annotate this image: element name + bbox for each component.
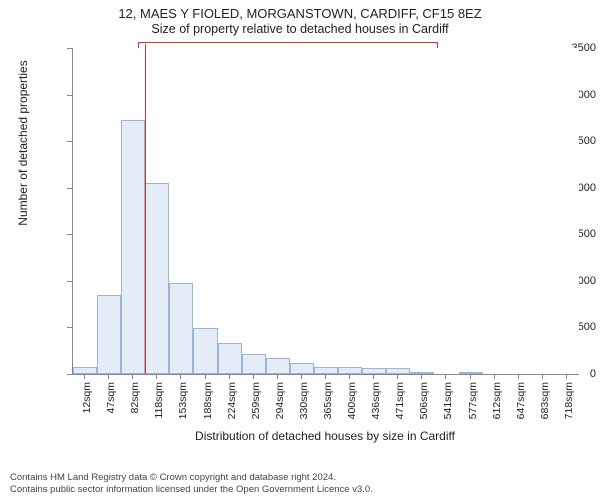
histogram-bar: [314, 367, 338, 374]
x-tick-mark: [397, 374, 398, 379]
histogram-bar: [459, 372, 483, 374]
x-tick-label: 400sqm: [346, 382, 358, 419]
x-tick-mark: [325, 374, 326, 379]
address-title: 12, MAES Y FIOLED, MORGANSTOWN, CARDIFF,…: [10, 6, 590, 21]
x-tick-mark: [205, 374, 206, 379]
histogram-bar: [266, 358, 290, 374]
x-tick-mark: [301, 374, 302, 379]
x-tick-label: 506sqm: [418, 382, 430, 419]
x-tick-label: 47sqm: [105, 382, 117, 414]
x-tick-mark: [84, 374, 85, 379]
x-tick-label: 577sqm: [467, 382, 479, 419]
x-tick-mark: [421, 374, 422, 379]
histogram-bar: [193, 328, 217, 374]
chart-plot-area: [72, 48, 579, 375]
x-tick-label: 436sqm: [370, 382, 382, 419]
histogram-bar: [145, 183, 169, 374]
x-tick-label: 718sqm: [563, 382, 575, 419]
histogram-bar: [73, 367, 97, 374]
x-tick-mark: [445, 374, 446, 379]
x-tick-label: 12sqm: [81, 382, 93, 414]
x-tick-label: 365sqm: [322, 382, 334, 419]
y-axis-label: Number of detached properties: [16, 0, 30, 306]
x-tick-label: 330sqm: [298, 382, 310, 419]
x-tick-label: 471sqm: [394, 382, 406, 419]
x-tick-mark: [253, 374, 254, 379]
histogram-bar: [290, 363, 314, 374]
x-tick-label: 82sqm: [129, 382, 141, 414]
x-tick-label: 612sqm: [491, 382, 503, 419]
x-tick-mark: [108, 374, 109, 379]
x-tick-mark: [132, 374, 133, 379]
footer-line-2: Contains public sector information licen…: [10, 484, 373, 496]
x-tick-mark: [180, 374, 181, 379]
x-tick-mark: [156, 374, 157, 379]
footer-attribution: Contains HM Land Registry data © Crown c…: [10, 472, 373, 496]
x-tick-mark: [229, 374, 230, 379]
x-axis-label: Distribution of detached houses by size …: [72, 429, 578, 443]
histogram-bar: [169, 283, 193, 374]
histogram-bar: [218, 343, 242, 374]
x-tick-mark: [277, 374, 278, 379]
x-tick-mark: [542, 374, 543, 379]
x-tick-label: 259sqm: [250, 382, 262, 419]
x-tick-label: 224sqm: [226, 382, 238, 419]
x-tick-label: 118sqm: [153, 382, 165, 419]
x-tick-mark: [373, 374, 374, 379]
histogram-bar: [121, 120, 145, 374]
x-tick-mark: [349, 374, 350, 379]
x-tick-mark: [518, 374, 519, 379]
x-tick-label: 541sqm: [442, 382, 454, 419]
x-tick-label: 153sqm: [177, 382, 189, 419]
x-tick-label: 683sqm: [539, 382, 551, 419]
histogram-bar: [97, 295, 121, 374]
subtitle: Size of property relative to detached ho…: [10, 22, 590, 36]
histogram-bar: [362, 368, 386, 374]
histogram-bar: [410, 372, 434, 374]
histogram-bar: [386, 368, 410, 374]
x-tick-mark: [566, 374, 567, 379]
x-tick-label: 188sqm: [202, 382, 214, 419]
x-tick-label: 647sqm: [515, 382, 527, 419]
x-tick-mark: [470, 374, 471, 379]
x-tick-mark: [494, 374, 495, 379]
histogram-bar: [242, 354, 266, 374]
footer-line-1: Contains HM Land Registry data © Crown c…: [10, 472, 373, 484]
x-tick-label: 294sqm: [274, 382, 286, 419]
histogram-bar: [338, 367, 362, 374]
property-marker-line: [145, 44, 146, 374]
